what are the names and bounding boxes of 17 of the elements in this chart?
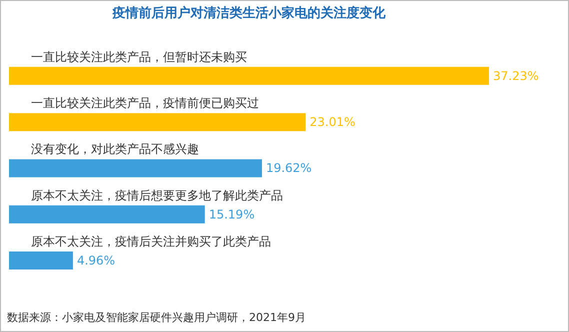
data-label: 19.62% <box>266 161 312 176</box>
bar <box>9 252 73 270</box>
y-tick-label: 一直比较关注此类产品，但暂时还未购买 <box>31 50 247 64</box>
y-tick-label: 原本不太关注，疫情后想要更多地了解此类产品 <box>31 188 283 202</box>
y-tick-label: 原本不太关注，疫情后关注并购买了此类产品 <box>31 234 271 249</box>
data-label: 23.01% <box>310 115 356 130</box>
data-label: 37.23% <box>493 68 539 83</box>
source-note: 数据来源：小家电及智能家居硬件兴趣用户调研，2021年9月 <box>7 310 306 325</box>
bar <box>9 66 489 85</box>
y-tick-label: 一直比较关注此类产品，疫情前便已购买过 <box>31 96 259 110</box>
bar <box>9 205 205 224</box>
bar <box>9 159 262 178</box>
chart-title: 疫情前后用户对清洁类生活小家电的关注度变化 <box>112 5 386 21</box>
bar <box>9 113 306 132</box>
data-label: 15.19% <box>208 207 255 222</box>
y-tick-label: 没有变化，对此类产品不感兴趣 <box>31 142 199 156</box>
data-label: 4.96% <box>76 254 116 268</box>
